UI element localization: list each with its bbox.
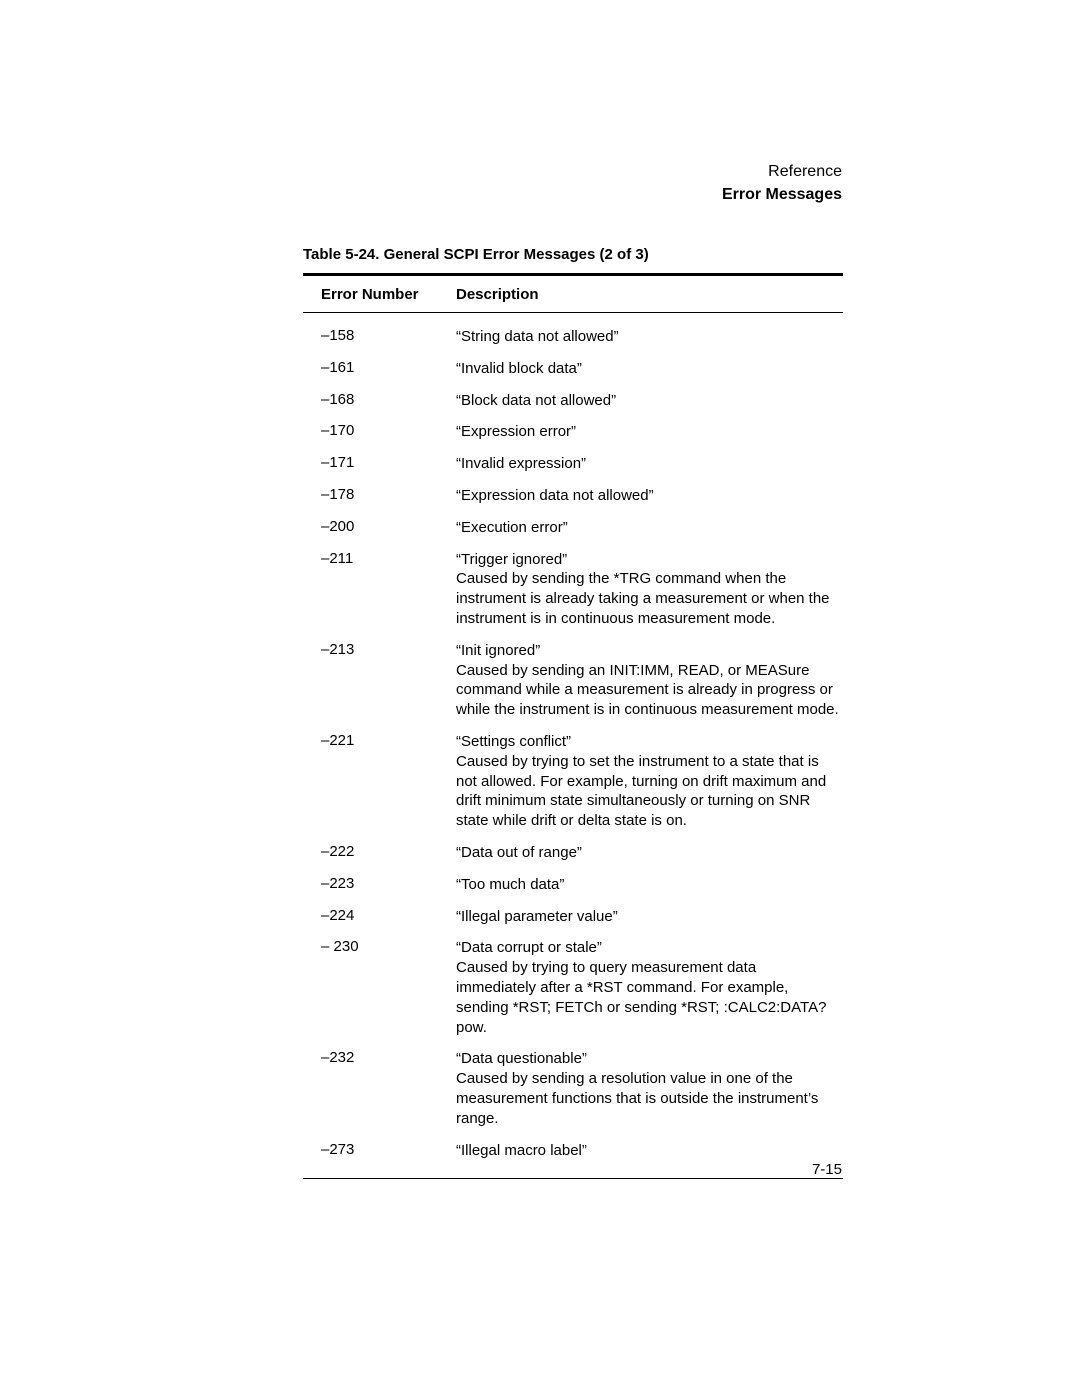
table-row: – 230“Data corrupt or stale”Caused by tr…	[321, 932, 843, 1043]
description-text: Caused by trying to query measurement da…	[456, 958, 839, 1037]
description-text: “Data out of range”	[456, 843, 839, 863]
description-text: “Execution error”	[456, 518, 839, 538]
table-row: –223“Too much data”	[321, 869, 843, 901]
cell-error-number: –232	[321, 1049, 456, 1066]
table-row: –232“Data questionable”Caused by sending…	[321, 1043, 843, 1134]
cell-error-number: –222	[321, 843, 456, 860]
table-row: –200“Execution error”	[321, 512, 843, 544]
cell-error-number: – 230	[321, 938, 456, 955]
cell-error-number: –213	[321, 641, 456, 658]
cell-error-number: –211	[321, 550, 456, 567]
cell-description: “Execution error”	[456, 518, 843, 538]
description-text: “Expression error”	[456, 422, 839, 442]
description-text: “Init ignored”	[456, 641, 839, 661]
cell-error-number: –178	[321, 486, 456, 503]
cell-description: “Block data not allowed”	[456, 391, 843, 411]
cell-error-number: –221	[321, 732, 456, 749]
cell-description: “Data questionable”Caused by sending a r…	[456, 1049, 843, 1128]
table-row: –211“Trigger ignored”Caused by sending t…	[321, 544, 843, 635]
page: Reference Error Messages Table 5-24. Gen…	[0, 0, 1080, 1397]
table-row: –213“Init ignored”Caused by sending an I…	[321, 635, 843, 726]
cell-description: “Invalid block data”	[456, 359, 843, 379]
description-text: “Invalid block data”	[456, 359, 839, 379]
cell-description: “Data corrupt or stale”Caused by trying …	[456, 938, 843, 1037]
description-text: “Illegal macro label”	[456, 1141, 839, 1161]
col-header-error-number: Error Number	[321, 286, 456, 303]
description-text: Caused by trying to set the instrument t…	[456, 752, 839, 831]
cell-description: “Settings conflict”Caused by trying to s…	[456, 732, 843, 831]
description-text: “Block data not allowed”	[456, 391, 839, 411]
cell-description: “Expression error”	[456, 422, 843, 442]
page-number: 7-15	[812, 1161, 842, 1178]
description-text: “Settings conflict”	[456, 732, 839, 752]
cell-description: “Init ignored”Caused by sending an INIT:…	[456, 641, 843, 720]
cell-error-number: –171	[321, 454, 456, 471]
table-row: –273“Illegal macro label”	[321, 1135, 843, 1167]
description-text: “Data questionable”	[456, 1049, 839, 1069]
cell-description: “String data not allowed”	[456, 327, 843, 347]
cell-error-number: –223	[321, 875, 456, 892]
table-body: –158“String data not allowed”–161“Invali…	[303, 313, 843, 1178]
table-row: –222“Data out of range”	[321, 837, 843, 869]
header-section-label: Error Messages	[722, 183, 842, 206]
description-text: Caused by sending an INIT:IMM, READ, or …	[456, 661, 839, 720]
description-text: “Expression data not allowed”	[456, 486, 839, 506]
description-text: “Illegal parameter value”	[456, 907, 839, 927]
content-area: Table 5-24. General SCPI Error Messages …	[303, 246, 843, 1179]
cell-description: “Too much data”	[456, 875, 843, 895]
table-row: –224“Illegal parameter value”	[321, 901, 843, 933]
description-text: “Data corrupt or stale”	[456, 938, 839, 958]
description-text: “String data not allowed”	[456, 327, 839, 347]
description-text: “Invalid expression”	[456, 454, 839, 474]
cell-description: “Invalid expression”	[456, 454, 843, 474]
description-text: Caused by sending the *TRG command when …	[456, 569, 839, 628]
cell-description: “Trigger ignored”Caused by sending the *…	[456, 550, 843, 629]
table-bottom-rule	[303, 1178, 843, 1179]
cell-error-number: –200	[321, 518, 456, 535]
header-reference-label: Reference	[722, 160, 842, 183]
col-header-description: Description	[456, 286, 843, 303]
table-row: –178“Expression data not allowed”	[321, 480, 843, 512]
table-row: –161“Invalid block data”	[321, 353, 843, 385]
table-row: –170“Expression error”	[321, 416, 843, 448]
page-header: Reference Error Messages	[722, 160, 842, 206]
cell-description: “Illegal macro label”	[456, 1141, 843, 1161]
description-text: “Too much data”	[456, 875, 839, 895]
cell-description: “Data out of range”	[456, 843, 843, 863]
cell-error-number: –158	[321, 327, 456, 344]
cell-description: “Expression data not allowed”	[456, 486, 843, 506]
table-caption: Table 5-24. General SCPI Error Messages …	[303, 246, 843, 263]
cell-description: “Illegal parameter value”	[456, 907, 843, 927]
cell-error-number: –161	[321, 359, 456, 376]
table-header-row: Error Number Description	[303, 276, 843, 312]
cell-error-number: –224	[321, 907, 456, 924]
cell-error-number: –273	[321, 1141, 456, 1158]
table-row: –158“String data not allowed”	[321, 321, 843, 353]
description-text: Caused by sending a resolution value in …	[456, 1069, 839, 1128]
cell-error-number: –168	[321, 391, 456, 408]
table-row: –171“Invalid expression”	[321, 448, 843, 480]
table-row: –168“Block data not allowed”	[321, 385, 843, 417]
description-text: “Trigger ignored”	[456, 550, 839, 570]
table-row: –221“Settings conflict”Caused by trying …	[321, 726, 843, 837]
cell-error-number: –170	[321, 422, 456, 439]
